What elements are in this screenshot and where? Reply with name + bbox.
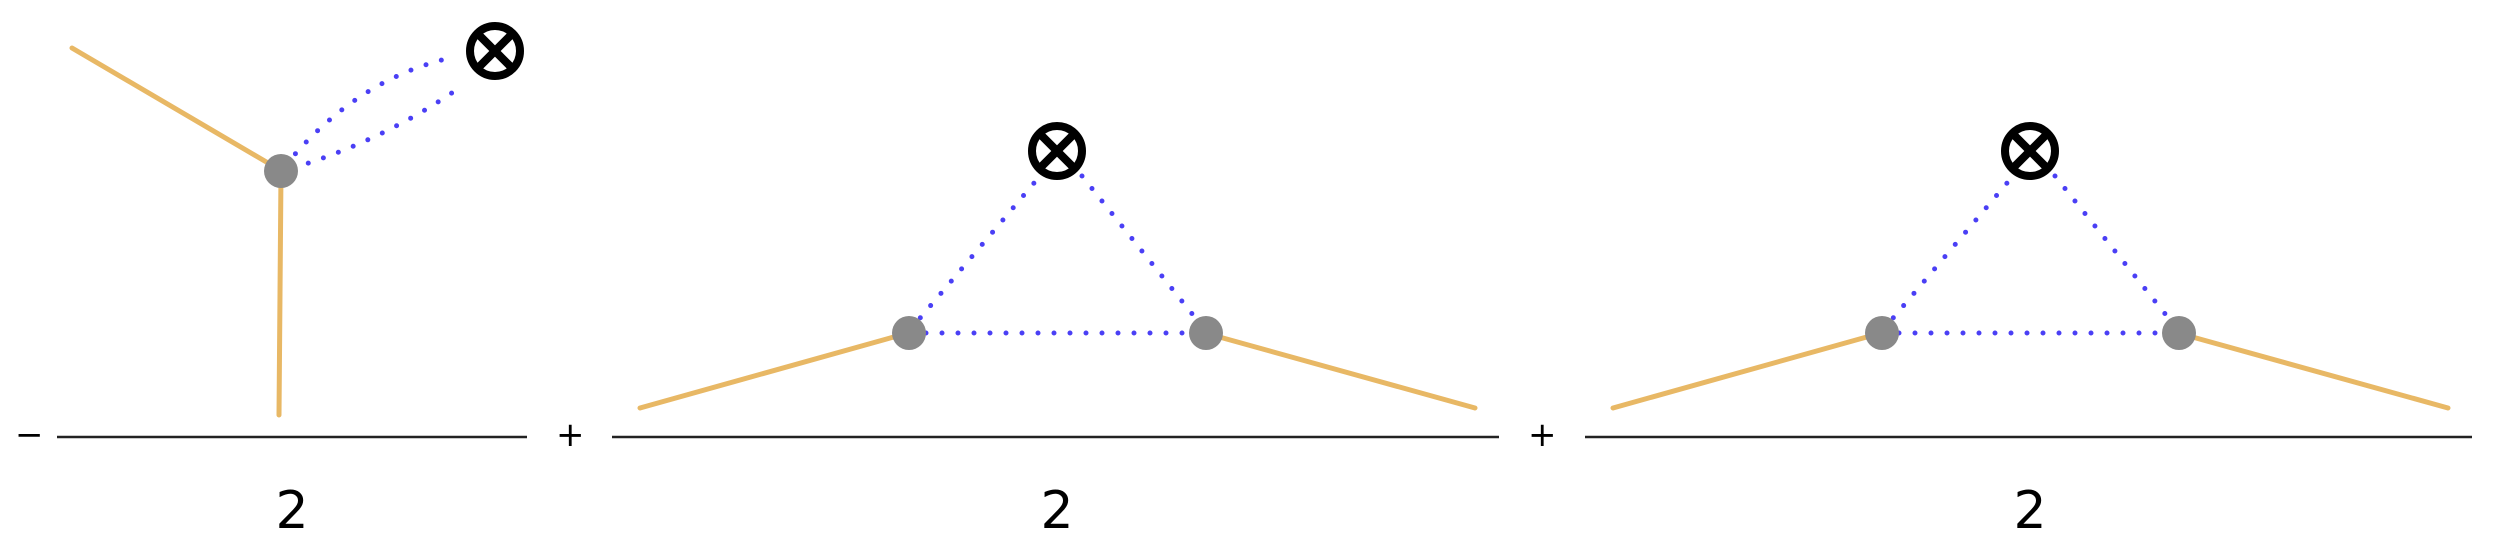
term-1-leg-upper (69, 45, 283, 173)
term-3: + 2 (1528, 122, 2472, 537)
term-1-denominator: 2 (275, 481, 308, 537)
term-1: − 2 (15, 22, 527, 537)
term-3-loop-line-left (1880, 173, 2016, 333)
term-2-loop-line-right (1079, 173, 1208, 333)
term-3-sign: + (1528, 415, 1557, 455)
term-1-sign: − (15, 415, 44, 455)
term-3-leg-right (2175, 330, 2451, 411)
term-3-insertion-icon (2001, 122, 2059, 180)
term-2-sign: + (556, 415, 585, 455)
term-2-insertion-icon (1028, 122, 1086, 180)
term-3-diagram (1610, 122, 2451, 411)
term-1-vertex (264, 154, 298, 188)
term-1-loop-line-upper (282, 55, 453, 169)
term-3-loop-line-right (2052, 173, 2181, 333)
term-3-vertex-left (1865, 316, 1899, 350)
term-1-loop-line-lower (290, 83, 465, 171)
term-3-denominator: 2 (2013, 481, 2046, 537)
term-1-diagram (69, 22, 524, 418)
term-2-leg-right (1202, 330, 1478, 411)
term-2-leg-left (637, 330, 911, 411)
term-2-diagram (637, 122, 1478, 411)
term-2: + 2 (556, 122, 1499, 537)
term-2-loop-line-left (907, 173, 1043, 333)
term-2-vertex-left (892, 316, 926, 350)
term-3-leg-left (1610, 330, 1884, 411)
term-2-vertex-right (1189, 316, 1223, 350)
term-3-vertex-right (2162, 316, 2196, 350)
term-1-leg-lower (276, 169, 284, 418)
term-2-denominator: 2 (1040, 481, 1073, 537)
term-1-insertion-icon (466, 22, 524, 80)
